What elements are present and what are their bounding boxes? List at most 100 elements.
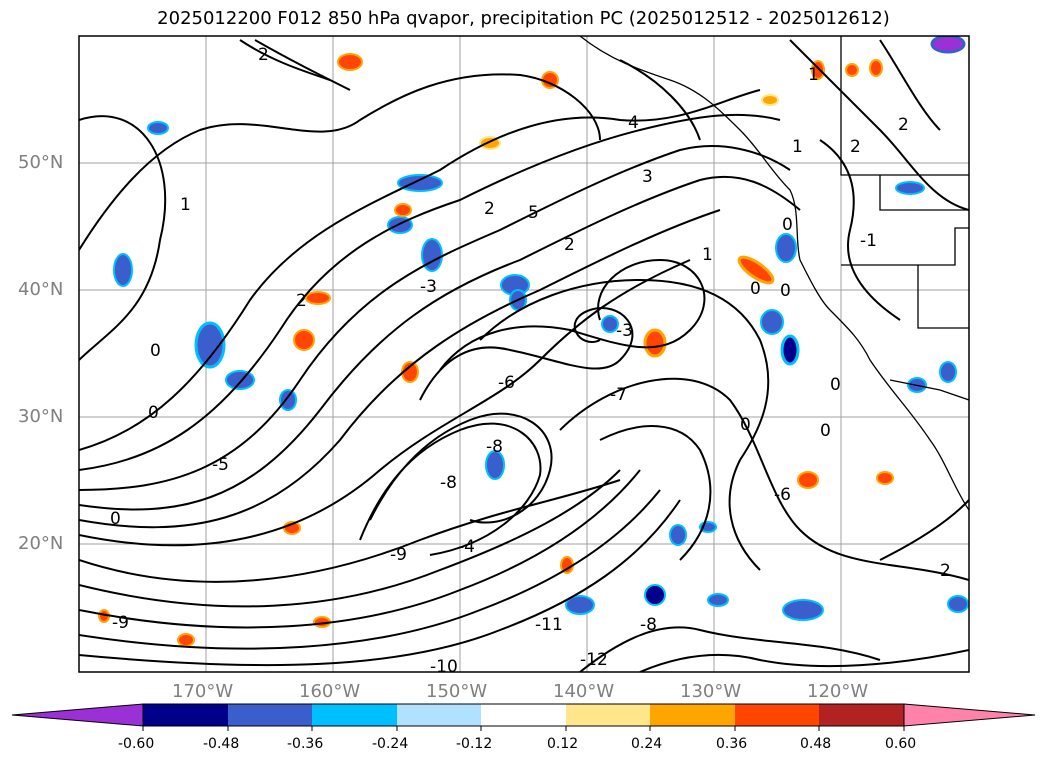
lon-label: 120°W bbox=[807, 681, 869, 702]
precip-patch bbox=[775, 233, 797, 263]
contour-label: 2 bbox=[850, 137, 861, 157]
lon-label: 160°W bbox=[299, 681, 361, 702]
precip-patch bbox=[279, 389, 297, 411]
contour-label: -4 bbox=[458, 537, 475, 557]
colorbar-segment bbox=[143, 704, 228, 726]
contour-label: -3 bbox=[420, 277, 437, 297]
precip-patch bbox=[780, 334, 800, 366]
precip-patch bbox=[644, 584, 666, 606]
contour-label: -10 bbox=[430, 657, 458, 677]
precip-patch bbox=[394, 203, 412, 217]
contour-label: -11 bbox=[535, 615, 563, 635]
colorbar-tick-label: -0.48 bbox=[203, 736, 240, 752]
colorbar-frame bbox=[142, 703, 905, 727]
contour-label: 1 bbox=[808, 65, 819, 85]
precip-patch bbox=[761, 94, 779, 106]
border-path bbox=[917, 265, 969, 329]
contour-line bbox=[639, 649, 969, 672]
contour-label: 1 bbox=[792, 137, 803, 157]
precip-patch bbox=[707, 593, 729, 607]
colorbar-tick-label: 0.36 bbox=[716, 736, 748, 752]
contour-line bbox=[79, 145, 791, 491]
contour-label: 5 bbox=[528, 203, 539, 223]
colorbar-tick-label: -0.24 bbox=[372, 736, 409, 752]
colorbar-segment bbox=[312, 704, 397, 726]
precip-patch bbox=[485, 450, 505, 480]
contour-line bbox=[419, 307, 634, 401]
contour-label: 2 bbox=[940, 561, 951, 581]
contour-label: -8 bbox=[640, 615, 657, 635]
contour-line bbox=[79, 115, 167, 361]
contour-line bbox=[79, 469, 641, 629]
contour-label: 3 bbox=[642, 167, 653, 187]
contour-line bbox=[819, 139, 901, 321]
contour-label: 0 bbox=[150, 341, 161, 361]
contour-label: -7 bbox=[610, 385, 627, 405]
contour-line bbox=[79, 489, 661, 650]
map-panel bbox=[79, 36, 969, 672]
contour-label: -8 bbox=[486, 437, 503, 457]
precip-patch bbox=[737, 255, 775, 285]
contour-line bbox=[439, 258, 706, 371]
precip-patch bbox=[876, 471, 894, 485]
border-path bbox=[840, 36, 969, 176]
precip-patch bbox=[397, 174, 443, 192]
contour-line bbox=[479, 278, 770, 571]
map-frame bbox=[78, 35, 970, 673]
contour-label: 2 bbox=[564, 235, 575, 255]
colorbar-segment bbox=[819, 704, 904, 726]
contour-label: 1 bbox=[702, 245, 713, 265]
contour-label: 2 bbox=[484, 199, 495, 219]
colorbar-ticks bbox=[142, 726, 905, 731]
contour-line bbox=[79, 259, 691, 547]
contour-label: -6 bbox=[498, 373, 515, 393]
contour-line bbox=[79, 89, 761, 451]
precip-patch bbox=[601, 315, 619, 333]
contour-line bbox=[79, 479, 621, 583]
precip-patch bbox=[113, 253, 133, 287]
lat-label: 30°N bbox=[18, 406, 64, 427]
colorbar-segment bbox=[735, 704, 819, 726]
precip-patch bbox=[225, 370, 255, 390]
coastline-path bbox=[579, 36, 969, 511]
precip-patch bbox=[845, 63, 859, 77]
contour-label: -9 bbox=[390, 545, 407, 565]
contour-label: 0 bbox=[740, 415, 751, 435]
coastline bbox=[579, 36, 969, 511]
colorbar-tick-label: -0.60 bbox=[118, 736, 155, 752]
colorbar-extend-high bbox=[903, 703, 1036, 727]
contour-line bbox=[254, 39, 351, 91]
map-title: 2025012200 F012 850 hPa qvapor, precipit… bbox=[157, 8, 890, 29]
precip-patch bbox=[293, 329, 315, 351]
precip-patch bbox=[565, 595, 595, 615]
precip-patch bbox=[947, 595, 969, 613]
colorbar-segment bbox=[228, 704, 312, 726]
border-path bbox=[879, 175, 969, 211]
colorbar-tick-label: 0.48 bbox=[800, 736, 832, 752]
precip-patch bbox=[895, 181, 925, 195]
precip-patch bbox=[669, 524, 687, 546]
contour-label: -5 bbox=[212, 455, 229, 475]
contour-line bbox=[789, 39, 969, 211]
precip-patch bbox=[939, 361, 957, 383]
contour-label: -6 bbox=[774, 485, 791, 505]
contour-label: 1 bbox=[180, 195, 191, 215]
colorbar-tick-label: 0.24 bbox=[631, 736, 663, 752]
contour-label: 2 bbox=[258, 45, 269, 65]
lat-label: 40°N bbox=[18, 279, 64, 300]
colorbar-tick-label: -0.12 bbox=[456, 736, 493, 752]
contour-line bbox=[79, 209, 721, 529]
contour-labels: 2 1 1 2 5 4 3 2 1 1 2 2 -3 0 0 -6 -7 -8 … bbox=[110, 45, 951, 677]
lat-label: 20°N bbox=[18, 533, 64, 554]
precip-patch bbox=[930, 36, 966, 54]
contour-label: 4 bbox=[628, 113, 639, 133]
contour-line bbox=[79, 499, 681, 667]
precip-patches bbox=[98, 36, 969, 647]
contour-label: 2 bbox=[898, 115, 909, 135]
colorbar-segment bbox=[397, 704, 481, 726]
precip-patch bbox=[177, 633, 195, 647]
precip-patch bbox=[782, 599, 824, 621]
contour-label: -12 bbox=[580, 650, 608, 670]
contour-label: 2 bbox=[296, 291, 307, 311]
